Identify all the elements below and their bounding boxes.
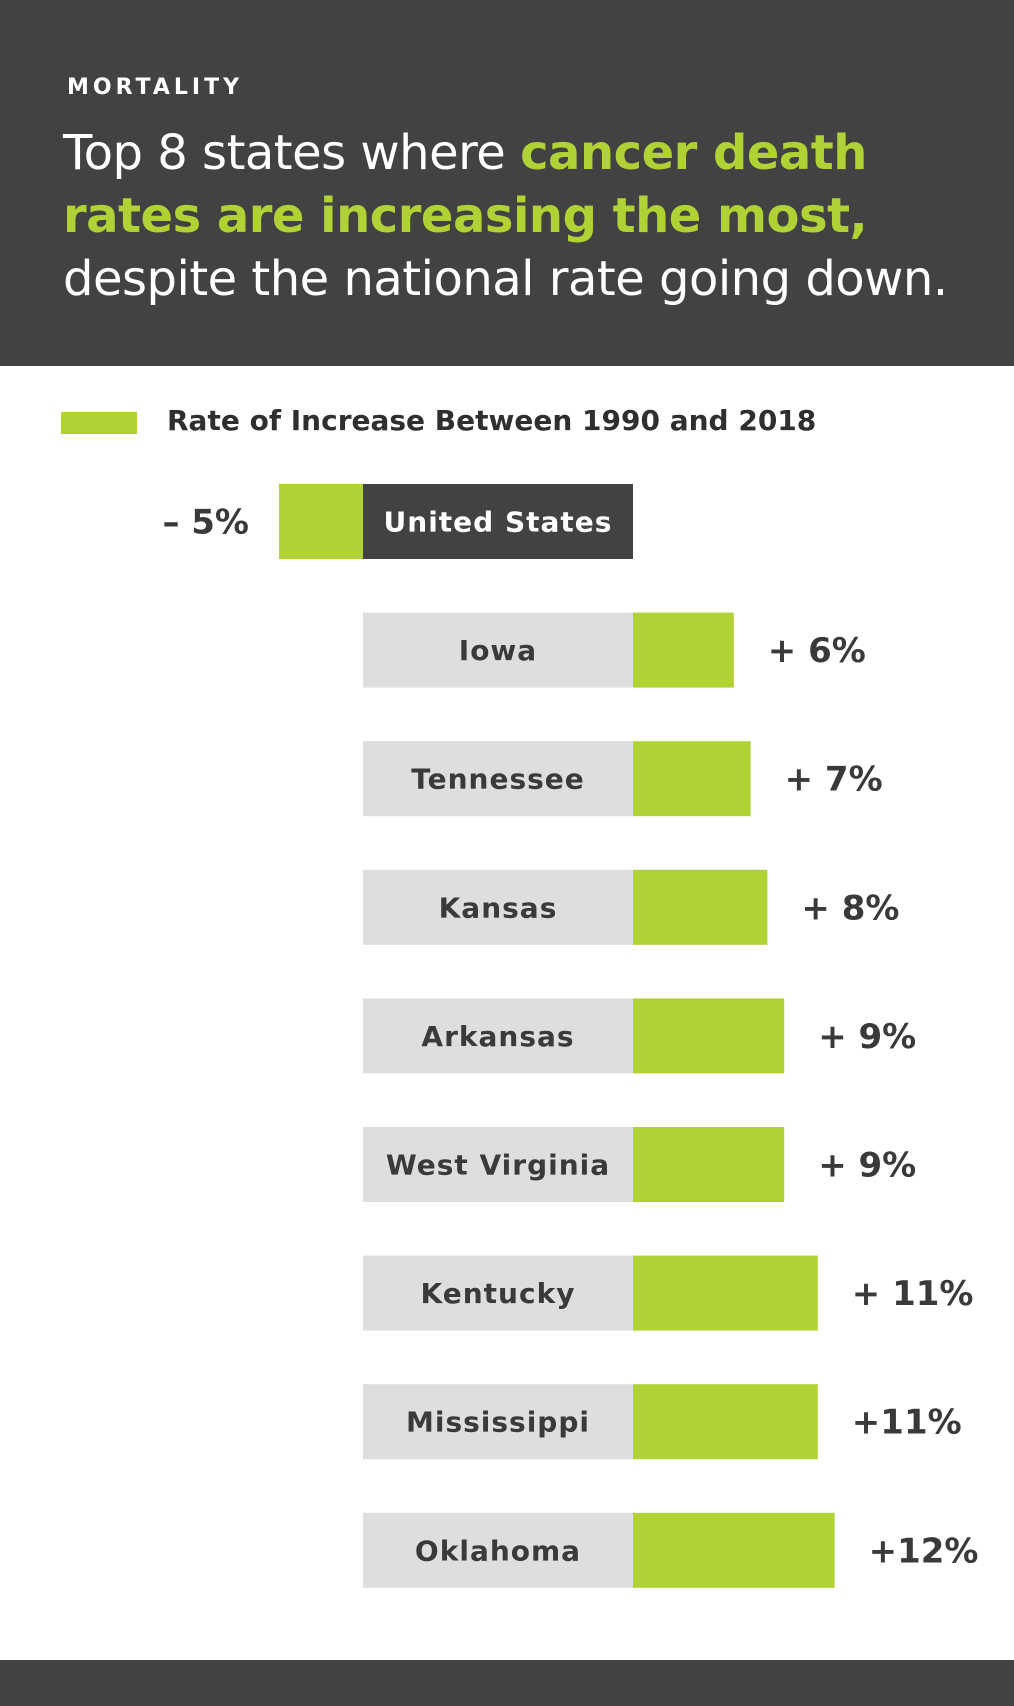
value-label-united-states: – 5%	[162, 503, 249, 543]
category-box-arkansas	[363, 998, 633, 1074]
footer-bar	[0, 1660, 1014, 1706]
category-label-west-virginia: West Virginia	[386, 1149, 610, 1182]
value-label-arkansas: + 9%	[818, 1017, 916, 1057]
headline: Top 8 states where cancer death rates ar…	[63, 122, 993, 311]
kicker-label: MORTALITY	[67, 75, 244, 100]
category-box-tennessee	[363, 741, 633, 817]
value-label-mississippi: +11%	[852, 1403, 962, 1443]
value-label-west-virginia: + 9%	[818, 1146, 916, 1186]
category-box-kentucky	[363, 1255, 633, 1331]
category-label-kentucky: Kentucky	[421, 1277, 576, 1310]
category-box-iowa	[363, 612, 633, 688]
bar-kentucky	[633, 1255, 818, 1331]
category-label-kansas: Kansas	[439, 891, 558, 924]
category-label-mississippi: Mississippi	[406, 1406, 590, 1439]
category-label-arkansas: Arkansas	[421, 1020, 574, 1053]
value-label-iowa: + 6%	[768, 631, 866, 671]
value-label-kentucky: + 11%	[852, 1274, 974, 1314]
bar-west-virginia	[633, 1127, 785, 1202]
headline-post: despite the national rate going down.	[63, 251, 948, 307]
bar-kansas	[633, 869, 768, 945]
value-label-tennessee: + 7%	[785, 760, 883, 800]
bar-oklahoma	[633, 1512, 835, 1588]
category-box-oklahoma	[363, 1512, 633, 1588]
bar-united-states	[279, 484, 363, 559]
category-label-tennessee: Tennessee	[411, 763, 585, 796]
legend-swatch	[61, 412, 137, 434]
legend-label: Rate of Increase Between 1990 and 2018	[167, 404, 817, 437]
bar-tennessee	[633, 741, 751, 817]
category-label-iowa: Iowa	[459, 634, 537, 667]
category-label-united-states: United States	[384, 506, 613, 539]
bar-iowa	[633, 612, 734, 688]
header-banner: MORTALITY Top 8 states where cancer deat…	[0, 0, 1014, 366]
category-label-oklahoma: Oklahoma	[415, 1534, 581, 1567]
bar-mississippi	[633, 1384, 818, 1460]
category-box-kansas	[363, 869, 633, 945]
value-label-kansas: + 8%	[801, 888, 899, 928]
category-box-united-states	[363, 484, 633, 559]
category-box-west-virginia	[363, 1127, 633, 1202]
category-box-mississippi	[363, 1384, 633, 1460]
bar-arkansas	[633, 998, 785, 1074]
value-label-oklahoma: +12%	[869, 1531, 979, 1571]
headline-highlight: cancer death rates are increasing the mo…	[63, 125, 868, 244]
bar-chart: United States – 5% Iowa + 6% Tennessee + 7% Ka…	[162, 484, 979, 1588]
headline-pre: Top 8 states where	[63, 125, 521, 181]
